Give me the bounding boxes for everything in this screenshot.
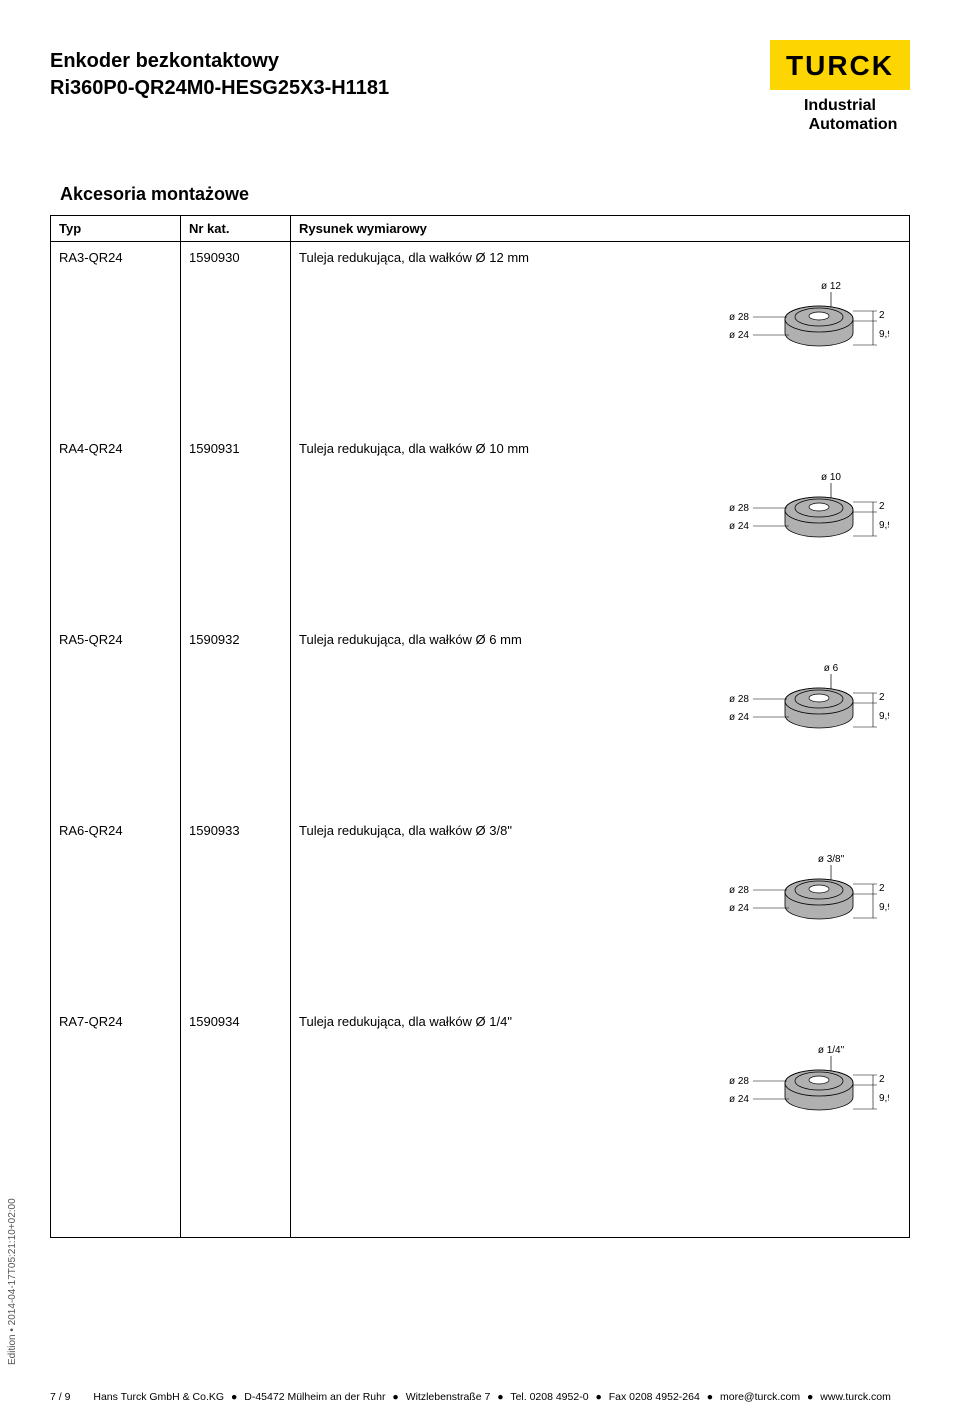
footer-fax: Fax 0208 4952-264 [609, 1391, 700, 1403]
cell-cat: 1590932 [181, 624, 291, 655]
svg-text:9,9: 9,9 [879, 1093, 889, 1104]
logo-text: TURCK [786, 50, 894, 81]
ring-drawing: ø 10 ø 28 ø 24 2 9,9 [689, 468, 889, 558]
cell-cat: 1590933 [181, 815, 291, 846]
svg-text:ø 3/8": ø 3/8" [818, 854, 845, 865]
cell-type: RA4-QR24 [51, 433, 181, 464]
svg-text:ø 6: ø 6 [824, 663, 839, 674]
cell-empty [181, 273, 291, 433]
footer-web: www.turck.com [820, 1391, 891, 1403]
cell-empty [291, 1197, 910, 1237]
page-footer: 7 / 9 Hans Turck GmbH & Co.KG ● D-45472 … [50, 1391, 910, 1403]
svg-text:9,9: 9,9 [879, 902, 889, 913]
svg-text:9,9: 9,9 [879, 329, 889, 340]
cell-type: RA7-QR24 [51, 1006, 181, 1037]
footer-addr: D-45472 Mülheim an der Ruhr [244, 1391, 385, 1403]
page-number: 7 / 9 [50, 1391, 70, 1403]
cell-empty [181, 1037, 291, 1197]
svg-text:ø 28: ø 28 [729, 312, 749, 323]
svg-text:ø 12: ø 12 [821, 281, 841, 292]
cell-drawing: ø 12 ø 28 ø 24 2 9,9 [291, 273, 910, 433]
svg-text:ø 28: ø 28 [729, 1076, 749, 1087]
cell-drawing: ø 1/4" ø 28 ø 24 2 9,9 [291, 1037, 910, 1197]
footer-company: Hans Turck GmbH & Co.KG [93, 1391, 224, 1403]
svg-text:ø 24: ø 24 [729, 712, 749, 723]
svg-text:2: 2 [879, 883, 885, 894]
cell-cat: 1590934 [181, 1006, 291, 1037]
header-titles: Enkoder bezkontaktowy Ri360P0-QR24M0-HES… [50, 40, 389, 100]
cell-empty [51, 464, 181, 624]
svg-text:ø 28: ø 28 [729, 694, 749, 705]
cell-empty [181, 655, 291, 815]
cell-drawing: ø 3/8" ø 28 ø 24 2 9,9 [291, 846, 910, 1006]
tagline-line2: Automation [809, 116, 898, 133]
svg-text:2: 2 [879, 310, 885, 321]
cell-type: RA6-QR24 [51, 815, 181, 846]
svg-text:2: 2 [879, 501, 885, 512]
cell-empty [181, 464, 291, 624]
footer-tel: Tel. 0208 4952-0 [510, 1391, 588, 1403]
svg-text:ø 24: ø 24 [729, 1094, 749, 1105]
bullet-icon: ● [707, 1391, 713, 1403]
cell-empty [181, 1197, 291, 1237]
bullet-icon: ● [231, 1391, 237, 1403]
bullet-icon: ● [807, 1391, 813, 1403]
svg-text:ø 1/4": ø 1/4" [818, 1045, 845, 1056]
ring-drawing: ø 3/8" ø 28 ø 24 2 9,9 [689, 850, 889, 940]
svg-text:ø 24: ø 24 [729, 521, 749, 532]
product-title-2: Ri360P0-QR24M0-HESG25X3-H1181 [50, 77, 389, 100]
cell-cat: 1590931 [181, 433, 291, 464]
cell-desc: Tuleja redukująca, dla wałków Ø 3/8" [291, 815, 910, 846]
edition-label: Edition • 2014-04-17T05:21:10+02:00 [7, 1198, 18, 1365]
cell-drawing: ø 10 ø 28 ø 24 2 9,9 [291, 464, 910, 624]
product-title-1: Enkoder bezkontaktowy [50, 50, 389, 73]
footer-street: Witzlebenstraße 7 [406, 1391, 491, 1403]
svg-text:9,9: 9,9 [879, 520, 889, 531]
cell-desc: Tuleja redukująca, dla wałków Ø 6 mm [291, 624, 910, 655]
svg-text:2: 2 [879, 692, 885, 703]
ring-drawing: ø 12 ø 28 ø 24 2 9,9 [689, 277, 889, 367]
cell-cat: 1590930 [181, 242, 291, 274]
th-drawing: Rysunek wymiarowy [291, 216, 910, 242]
page-header: Enkoder bezkontaktowy Ri360P0-QR24M0-HES… [50, 40, 910, 134]
cell-desc: Tuleja redukująca, dla wałków Ø 10 mm [291, 433, 910, 464]
brand-block: TURCK Industrial Automation [770, 40, 910, 134]
svg-text:2: 2 [879, 1074, 885, 1085]
svg-text:ø 28: ø 28 [729, 503, 749, 514]
cell-drawing: ø 6 ø 28 ø 24 2 9,9 [291, 655, 910, 815]
tagline-line1: Industrial [804, 97, 876, 114]
bullet-icon: ● [497, 1391, 503, 1403]
cell-empty [51, 655, 181, 815]
svg-text:ø 10: ø 10 [821, 472, 841, 483]
cell-empty [51, 273, 181, 433]
cell-desc: Tuleja redukująca, dla wałków Ø 12 mm [291, 242, 910, 274]
ring-drawing: ø 6 ø 28 ø 24 2 9,9 [689, 659, 889, 749]
svg-text:ø 24: ø 24 [729, 330, 749, 341]
cell-type: RA5-QR24 [51, 624, 181, 655]
cell-desc: Tuleja redukująca, dla wałków Ø 1/4" [291, 1006, 910, 1037]
tagline: Industrial Automation [770, 96, 910, 134]
cell-empty [51, 1037, 181, 1197]
ring-drawing: ø 1/4" ø 28 ø 24 2 9,9 [689, 1041, 889, 1131]
turck-logo: TURCK [770, 40, 910, 90]
svg-text:ø 24: ø 24 [729, 903, 749, 914]
cell-empty [51, 846, 181, 1006]
bullet-icon: ● [595, 1391, 601, 1403]
cell-empty [181, 846, 291, 1006]
th-type: Typ [51, 216, 181, 242]
svg-text:9,9: 9,9 [879, 711, 889, 722]
svg-text:ø 28: ø 28 [729, 885, 749, 896]
section-title: Akcesoria montażowe [50, 184, 910, 205]
cell-type: RA3-QR24 [51, 242, 181, 274]
accessory-table: Typ Nr kat. Rysunek wymiarowy RA3-QR24 1… [50, 215, 910, 1238]
bullet-icon: ● [392, 1391, 398, 1403]
cell-empty [51, 1197, 181, 1237]
footer-email: more@turck.com [720, 1391, 800, 1403]
th-cat: Nr kat. [181, 216, 291, 242]
